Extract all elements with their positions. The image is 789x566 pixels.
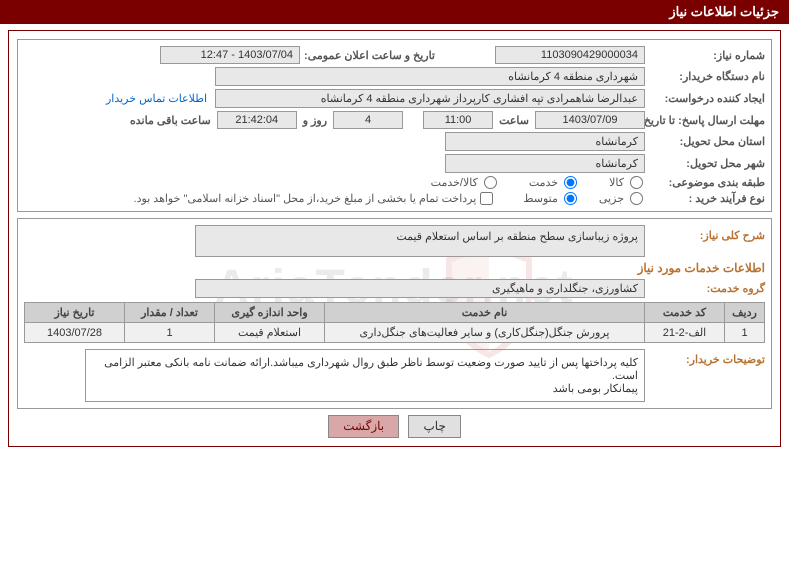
deadline-label: مهلت ارسال پاسخ: تا تاریخ: [645,114,765,127]
announce-datetime-label: تاریخ و ساعت اعلان عمومی: [300,49,435,62]
announce-datetime-value: 1403/07/04 - 12:47 [160,46,300,64]
medium-radio-input[interactable] [564,192,577,205]
category-label: طبقه بندی موضوعی: [645,176,765,189]
proc-medium-radio[interactable]: متوسط [523,192,579,205]
th-unit: واحد اندازه گیری [215,303,325,323]
buyer-notes-line2: پیمانکار بومی باشد [92,382,638,395]
service-radio-label: خدمت [529,176,558,189]
category-goods-service-radio[interactable]: کالا/خدمت [431,176,499,189]
service-radio-input[interactable] [564,176,577,189]
remain-days-value: 4 [333,111,403,129]
minor-radio-label: جزیی [599,192,624,205]
th-code: کد خدمت [645,303,725,323]
requester-label: ایجاد کننده درخواست: [645,92,765,105]
province-label: استان محل تحویل: [645,135,765,148]
medium-radio-label: متوسط [523,192,558,205]
city-value: کرمانشاه [445,154,645,173]
treasury-checkbox[interactable]: پرداخت تمام یا بخشی از مبلغ خرید،از محل … [134,192,494,205]
table-row: 1 الف-2-21 پرورش جنگل(جنگل‌کاری) و سایر … [25,323,765,343]
td-code: الف-2-21 [645,323,725,343]
remain-suffix: ساعت باقی مانده [126,114,217,127]
buyer-notes-line1: کلیه پرداختها پس از تایید صورت وضعیت توس… [92,356,638,382]
buyer-org-label: نام دستگاه خریدار: [645,70,765,83]
overall-desc-value: پروژه زیباسازی سطح منطقه بر اساس استعلام… [195,225,645,257]
buyer-notes-label: توضیحات خریدار: [645,349,765,366]
need-number-label: شماره نیاز: [645,49,765,62]
th-qty: تعداد / مقدار [125,303,215,323]
category-service-radio[interactable]: خدمت [529,176,579,189]
td-row: 1 [725,323,765,343]
goods-radio-label: کالا [609,176,624,189]
deadline-date-value: 1403/07/09 [535,111,645,129]
goods-service-radio-label: کالا/خدمت [431,176,478,189]
minor-radio-input[interactable] [630,192,643,205]
service-group-value: کشاورزی، جنگلداری و ماهیگیری [195,279,645,298]
province-value: کرمانشاه [445,132,645,151]
print-button[interactable]: چاپ [408,415,460,438]
page-header: جزئیات اطلاعات نیاز [0,0,789,24]
treasury-checkbox-input[interactable] [480,192,493,205]
buyer-contact-link[interactable]: اطلاعات تماس خریدار [106,92,207,105]
need-number-value: 1103090429000034 [495,46,645,64]
table-header-row: ردیف کد خدمت نام خدمت واحد اندازه گیری ت… [25,303,765,323]
buyer-org-value: شهرداری منطقه 4 کرمانشاه [215,67,645,86]
service-group-label: گروه خدمت: [645,282,765,295]
th-row: ردیف [725,303,765,323]
process-type-label: نوع فرآیند خرید : [645,192,765,205]
th-date: تاریخ نیاز [25,303,125,323]
days-and-label: روز و [297,114,333,127]
main-panel: شماره نیاز: 1103090429000034 تاریخ و ساع… [8,30,781,447]
buyer-notes-box: کلیه پرداختها پس از تایید صورت وضعیت توس… [85,349,645,402]
button-bar: چاپ بازگشت [17,415,772,438]
deadline-hour-value: 11:00 [423,111,493,129]
remain-time-value: 21:42:04 [217,111,297,129]
td-name: پرورش جنگل(جنگل‌کاری) و سایر فعالیت‌های … [325,323,645,343]
services-table: ردیف کد خدمت نام خدمت واحد اندازه گیری ت… [24,302,765,343]
page-title: جزئیات اطلاعات نیاز [669,4,779,19]
back-button[interactable]: بازگشت [328,415,399,438]
td-qty: 1 [125,323,215,343]
requester-value: عبدالرضا شاهمرادی تپه افشاری کارپرداز شه… [215,89,645,108]
th-name: نام خدمت [325,303,645,323]
basic-info-group: شماره نیاز: 1103090429000034 تاریخ و ساع… [17,39,772,212]
city-label: شهر محل تحویل: [645,157,765,170]
treasury-note-label: پرداخت تمام یا بخشی از مبلغ خرید،از محل … [134,192,477,205]
services-info-title: اطلاعات خدمات مورد نیاز [24,261,765,275]
td-date: 1403/07/28 [25,323,125,343]
proc-minor-radio[interactable]: جزیی [599,192,645,205]
hour-label: ساعت [493,114,535,127]
td-unit: استعلام قیمت [215,323,325,343]
goods-radio-input[interactable] [630,176,643,189]
goods-service-radio-input[interactable] [484,176,497,189]
category-goods-radio[interactable]: کالا [609,176,645,189]
overall-desc-label: شرح کلی نیاز: [645,225,765,242]
description-group: شرح کلی نیاز: پروژه زیباسازی سطح منطقه ب… [17,218,772,409]
